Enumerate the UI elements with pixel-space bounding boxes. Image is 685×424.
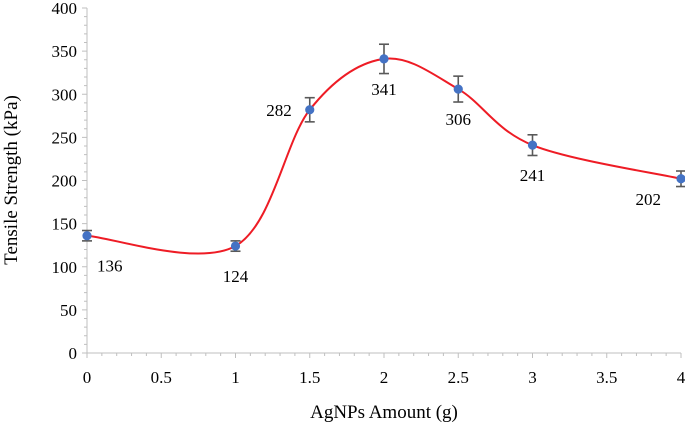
x-tick-label: 0 xyxy=(83,368,92,387)
x-tick-label: 1.5 xyxy=(299,368,320,387)
data-label: 306 xyxy=(446,110,472,129)
x-tick-label: 3 xyxy=(528,368,537,387)
y-tick-label: 350 xyxy=(52,42,78,61)
data-label: 202 xyxy=(636,190,662,209)
x-tick-label: 0.5 xyxy=(151,368,172,387)
data-point xyxy=(379,54,389,64)
y-tick-label: 400 xyxy=(52,0,78,18)
x-tick-label: 3.5 xyxy=(596,368,617,387)
x-tick-label: 2 xyxy=(380,368,389,387)
y-tick-label: 200 xyxy=(52,172,78,191)
x-tick-label: 2.5 xyxy=(448,368,469,387)
y-tick-label: 300 xyxy=(52,85,78,104)
data-point xyxy=(676,174,685,184)
data-label: 341 xyxy=(371,80,397,99)
data-labels: 136 124 282 341 306 241 202 xyxy=(97,80,661,286)
tick-labels: 0 50 100 150 200 250 300 350 400 0 0.5 1 1.5 2 2.5 3 3.5… xyxy=(52,0,685,387)
x-axis-title: AgNPs Amount (g) xyxy=(310,402,458,423)
data-point xyxy=(453,84,463,94)
data-label: 136 xyxy=(97,257,123,276)
data-point xyxy=(82,231,92,241)
error-bars xyxy=(82,43,685,253)
data-label: 124 xyxy=(223,267,249,286)
data-points xyxy=(82,54,685,251)
data-label: 282 xyxy=(266,101,292,120)
y-tick-label: 150 xyxy=(52,215,78,234)
x-tick-label: 4 xyxy=(677,368,685,387)
x-tick-label: 1 xyxy=(231,368,240,387)
y-tick-label: 50 xyxy=(60,301,77,320)
data-label: 241 xyxy=(520,166,546,185)
data-point xyxy=(305,105,315,115)
y-tick-label: 100 xyxy=(52,258,78,277)
data-point xyxy=(527,140,538,150)
data-point xyxy=(230,241,241,251)
y-tick-label: 250 xyxy=(52,128,78,147)
y-tick-label: 0 xyxy=(69,344,78,363)
y-axis-title: Tensile Strength (kPa) xyxy=(1,95,22,265)
